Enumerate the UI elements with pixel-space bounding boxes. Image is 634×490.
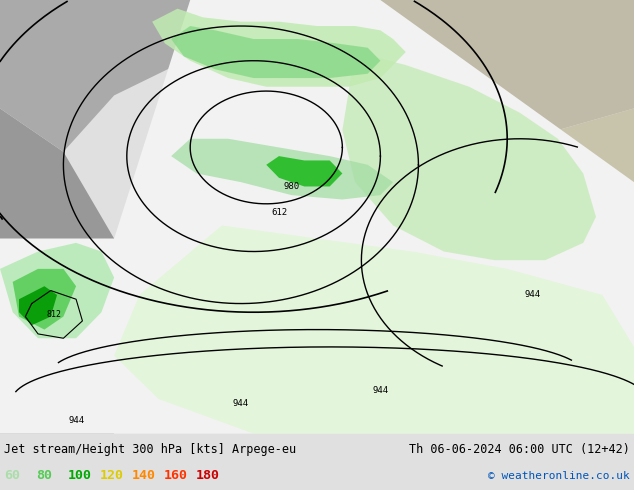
Text: 160: 160	[164, 469, 188, 483]
Polygon shape	[13, 269, 76, 330]
Polygon shape	[342, 52, 596, 260]
Text: 100: 100	[68, 469, 92, 483]
Text: Jet stream/Height 300 hPa [kts] Arpege-eu: Jet stream/Height 300 hPa [kts] Arpege-e…	[4, 443, 296, 456]
Text: Th 06-06-2024 06:00 UTC (12+42): Th 06-06-2024 06:00 UTC (12+42)	[409, 443, 630, 456]
Text: 140: 140	[132, 469, 156, 483]
Text: 980: 980	[283, 182, 300, 191]
Text: 612: 612	[271, 208, 287, 217]
Text: 180: 180	[196, 469, 220, 483]
Polygon shape	[171, 26, 380, 78]
Text: 120: 120	[100, 469, 124, 483]
Polygon shape	[368, 0, 634, 130]
Polygon shape	[171, 139, 393, 199]
Polygon shape	[0, 0, 634, 434]
Polygon shape	[0, 243, 114, 338]
Text: 60: 60	[4, 469, 20, 483]
Polygon shape	[19, 286, 57, 325]
Text: © weatheronline.co.uk: © weatheronline.co.uk	[488, 471, 630, 481]
Text: 944: 944	[372, 386, 389, 395]
Text: 944: 944	[233, 399, 249, 408]
Polygon shape	[520, 108, 634, 434]
Polygon shape	[0, 0, 222, 152]
Text: 812: 812	[46, 310, 61, 319]
Text: 944: 944	[524, 291, 541, 299]
Polygon shape	[114, 225, 634, 434]
Polygon shape	[0, 108, 114, 434]
Polygon shape	[152, 9, 406, 87]
Text: 80: 80	[36, 469, 52, 483]
Polygon shape	[266, 156, 342, 187]
Text: 944: 944	[68, 416, 84, 425]
Polygon shape	[203, 0, 380, 52]
